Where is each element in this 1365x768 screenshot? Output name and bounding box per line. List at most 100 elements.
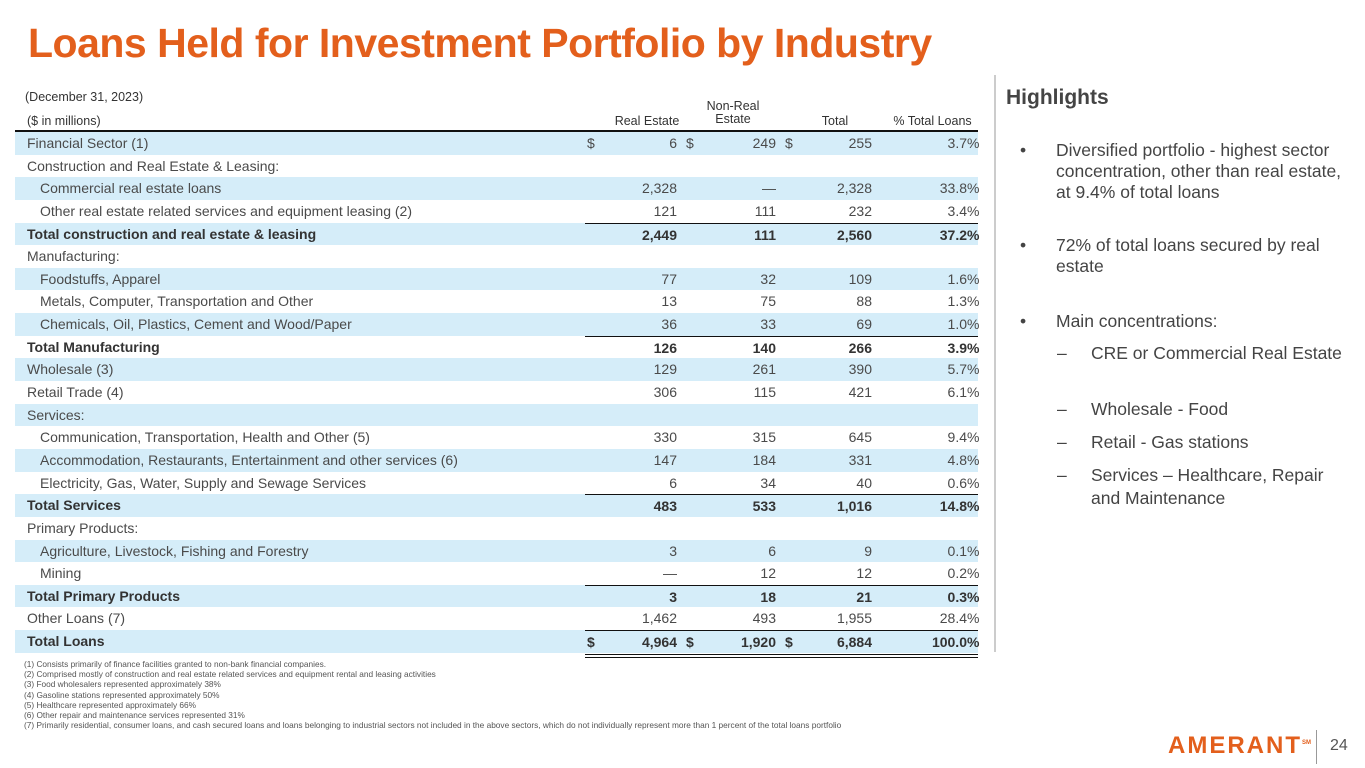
cell-pct-total-loans: 0.2 (947, 565, 967, 582)
pct-sign: % (967, 270, 980, 287)
dollar-sign (585, 381, 600, 404)
cell-real-estate: 306 (653, 384, 677, 401)
sub-bullet-text: Retail - Gas stations (1091, 432, 1249, 452)
cell-non-real-estate: 75 (760, 293, 776, 310)
pct-sign (967, 404, 978, 427)
logo-service-mark: SM (1302, 740, 1311, 746)
footer-divider (1316, 730, 1317, 764)
dollar-sign (776, 584, 800, 609)
cell-non-real-estate: 6 (768, 542, 776, 559)
cell-real-estate: 1,462 (641, 610, 677, 627)
table-row: Other real estate related services and e… (15, 200, 979, 223)
row-label: Total construction and real estate & lea… (27, 225, 317, 242)
dash-icon: – (1057, 465, 1067, 485)
dollar-sign (677, 472, 700, 495)
dash-icon: – (1057, 343, 1067, 363)
pct-sign: % (967, 565, 980, 582)
dollar-sign (776, 426, 800, 449)
dollar-sign (776, 449, 800, 472)
pct-sign: % (967, 630, 979, 658)
pct-sign: % (967, 384, 980, 401)
col-header-non-real-estate: Non-Real Estate (698, 100, 768, 126)
vertical-divider (994, 75, 996, 652)
table-row: Total Services 483 533 1,016 14.8% (15, 494, 979, 518)
dollar-sign (776, 381, 800, 404)
cell-pct-total-loans: 1.0 (947, 316, 967, 333)
table-row: Electricity, Gas, Water, Supply and Sewa… (15, 472, 980, 495)
cell-total: 40 (856, 474, 872, 491)
cell-real-estate: 2,328 (641, 180, 677, 197)
dollar-sign (585, 562, 600, 585)
dollar-sign (677, 200, 700, 223)
sub-bullet: – Services – Healthcare, Repair and Maint… (1057, 464, 1347, 510)
cell-pct-total-loans: 33.8 (939, 180, 967, 197)
table-row: Commercial real estate loans 2,328 — 2,328 3… (15, 177, 979, 200)
dollar-sign (677, 222, 700, 247)
dollar-sign (776, 155, 800, 178)
cell-pct-total-loans: 1.3 (947, 293, 967, 310)
dollar-sign (776, 404, 800, 427)
highlight-bullet: • 72% of total loans secured by real esta… (1020, 235, 1350, 277)
units-label: ($ in millions) (27, 114, 101, 128)
col-header-non-real-estate-line2: Estate (715, 112, 751, 126)
highlights-title: Highlights (1006, 86, 1109, 109)
table-row: Chemicals, Oil, Plastics, Cement and Woo… (15, 313, 979, 336)
dollar-sign (776, 335, 800, 360)
cell-real-estate: 147 (653, 451, 677, 468)
cell-real-estate: 3 (669, 542, 677, 559)
cell-pct-total-loans: 1.6 (947, 270, 967, 287)
dollar-sign (677, 449, 700, 472)
cell-total: 88 (856, 293, 872, 310)
table-row: Wholesale (3) 129 261 390 5.7% (15, 358, 980, 382)
dollar-sign (677, 607, 700, 630)
table-row: Communication, Transportation, Health an… (15, 426, 979, 449)
dollar-sign (677, 335, 700, 360)
cell-total: 645 (848, 429, 872, 446)
footnote: (3) Food wholesalers represented approxi… (24, 679, 221, 690)
dollar-sign (677, 426, 700, 449)
cell-total: 69 (856, 316, 872, 333)
table-row: Services: (15, 403, 978, 427)
pct-sign: % (967, 474, 980, 491)
cell-real-estate: 6 (669, 474, 677, 491)
dollar-sign (585, 449, 600, 472)
dollar-sign: $ (587, 135, 595, 151)
cell-real-estate: 483 (600, 494, 677, 518)
dollar-sign (677, 381, 700, 404)
dollar-sign (776, 222, 800, 247)
cell-non-real-estate: 115 (753, 384, 776, 401)
pct-sign: % (967, 361, 980, 378)
dollar-sign (776, 562, 800, 585)
col-header-total: Total (821, 114, 849, 128)
dollar-sign (677, 584, 700, 609)
dollar-sign (585, 494, 600, 518)
cell-real-estate: 13 (661, 293, 677, 310)
row-label: Retail Trade (4) (27, 384, 124, 401)
row-label: Mining (40, 565, 82, 582)
page-title: Loans Held for Investment Portfolio by I… (28, 20, 932, 66)
cell-real-estate (600, 517, 677, 540)
cell-real-estate: 6 (669, 135, 677, 151)
col-header-pct: % Total Loans (893, 114, 972, 128)
cell-pct-total-loans: 37.2 (872, 222, 967, 247)
dollar-sign (585, 222, 600, 247)
cell-non-real-estate: 184 (752, 451, 776, 468)
row-label: Total Primary Products (27, 587, 181, 604)
cell-pct-total-loans: 6.1 (947, 384, 967, 401)
footnote: (7) Primarily residential, consumer loan… (24, 720, 842, 731)
row-label: Accommodation, Restaurants, Entertainmen… (40, 451, 458, 468)
cell-pct-total-loans: 9.4 (947, 429, 967, 446)
cell-total: 12 (856, 565, 872, 582)
cell-non-real-estate: 33 (760, 316, 776, 333)
cell-pct-total-loans: 0.6 (947, 474, 967, 491)
row-label: Metals, Computer, Transportation and Oth… (40, 293, 314, 310)
dollar-sign (585, 177, 600, 200)
row-label: Total Loans (27, 633, 105, 650)
sub-bullet: – Wholesale - Food (1057, 398, 1347, 421)
pct-sign (967, 155, 978, 178)
dollar-sign (776, 200, 800, 223)
pct-sign: % (967, 293, 980, 310)
dollar-sign (677, 494, 700, 518)
dollar-sign (776, 517, 800, 540)
cell-non-real-estate: 32 (760, 270, 776, 287)
